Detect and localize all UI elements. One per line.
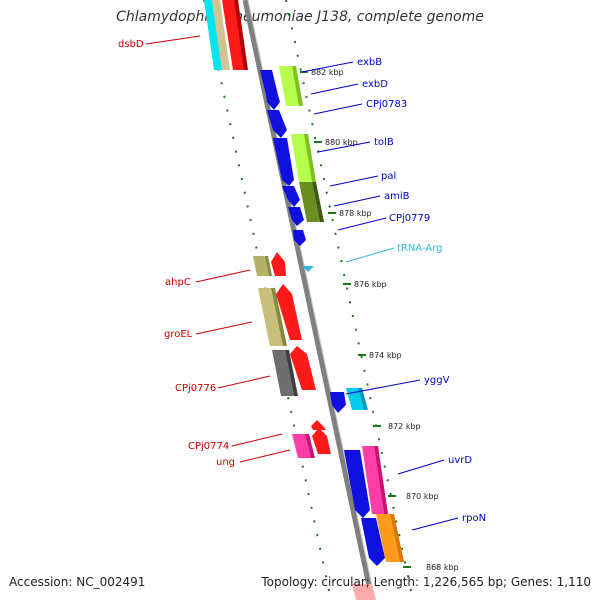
gene-label: rpoN — [462, 513, 486, 524]
gene-CPj0774 — [311, 420, 326, 430]
gene-label: ahpC — [165, 277, 191, 288]
gene-label: ung — [216, 457, 235, 468]
gene-uvrD — [344, 450, 370, 518]
gene-ung — [292, 434, 311, 458]
forward-label-leaders — [301, 61, 459, 531]
gene-label: dsbD — [118, 39, 144, 50]
gene-CPj0783 — [267, 110, 287, 138]
scale-label: 878 kbp — [339, 209, 372, 218]
accession-text: Accession: NC_002491 — [9, 575, 146, 589]
gene-label: CPj0783 — [366, 99, 407, 110]
gene-rpoN — [361, 518, 385, 566]
gene-CPj0779 — [293, 230, 306, 246]
gene-pal — [282, 186, 300, 207]
gene-label: CPj0774 — [188, 441, 229, 452]
gene-label: tRNA-Arg — [397, 243, 442, 254]
scale-label: 874 kbp — [369, 351, 402, 360]
gene-label: groEL — [164, 329, 193, 340]
gene-label: uvrD — [448, 455, 472, 466]
gene-label: CPj0779 — [389, 213, 430, 224]
gene-tolB — [273, 138, 294, 186]
gene-exbB — [260, 70, 278, 95]
gene-label: tolB — [374, 137, 394, 148]
scale-label: 882 kbp — [311, 68, 344, 77]
gene-label: pal — [381, 171, 396, 182]
reverse-strand-genes — [253, 252, 331, 458]
gene-yggV — [330, 392, 346, 413]
scale-label: 870 kbp — [406, 492, 439, 501]
reverse-label-leaders — [145, 35, 291, 463]
gene-groEL — [258, 288, 283, 346]
gene-label: amiB — [384, 191, 410, 202]
gene-tRNA-Arg — [302, 266, 314, 272]
reverse-gene-labels: dsbD ahpC groEL CPj0776 CPj0774 ung — [118, 39, 235, 468]
scale-label: 872 kbp — [388, 422, 421, 431]
gene-exbD — [266, 95, 280, 110]
trna-label-leader — [345, 247, 395, 263]
genome-summary-text: Topology: circular; Length: 1,226,565 bp… — [261, 575, 591, 589]
outer-tick-track — [285, 0, 414, 600]
scale-label: 868 kbp — [426, 563, 459, 572]
top-feature-blocks — [204, 0, 248, 70]
scale-label: 880 kbp — [325, 138, 358, 147]
gene-label: exbD — [362, 79, 388, 90]
gene-CPj0776 — [272, 350, 294, 396]
scale-labels: 882 kbp 880 kbp 878 kbp 876 kbp 874 kbp … — [311, 68, 459, 572]
forward-gene-labels: exbB exbD CPj0783 tolB pal amiB CPj0779 … — [357, 57, 486, 524]
gene-label: exbB — [357, 57, 382, 68]
genome-backbone — [242, 0, 375, 600]
gene-ahpC — [253, 256, 269, 276]
forward-strand-genes — [260, 70, 385, 566]
gene-label: yggV — [424, 375, 450, 386]
gene-label: CPj0776 — [175, 383, 216, 394]
gene-amiB — [288, 207, 304, 226]
scale-label: 876 kbp — [354, 280, 387, 289]
